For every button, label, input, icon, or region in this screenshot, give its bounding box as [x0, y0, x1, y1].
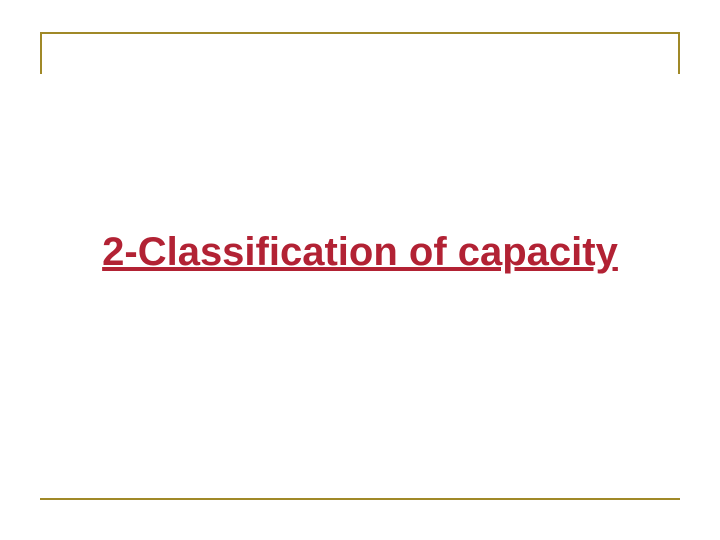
bottom-border-decoration: [40, 498, 680, 500]
top-border-decoration: [40, 32, 680, 74]
slide-title: 2-Classification of capacity: [0, 230, 720, 275]
